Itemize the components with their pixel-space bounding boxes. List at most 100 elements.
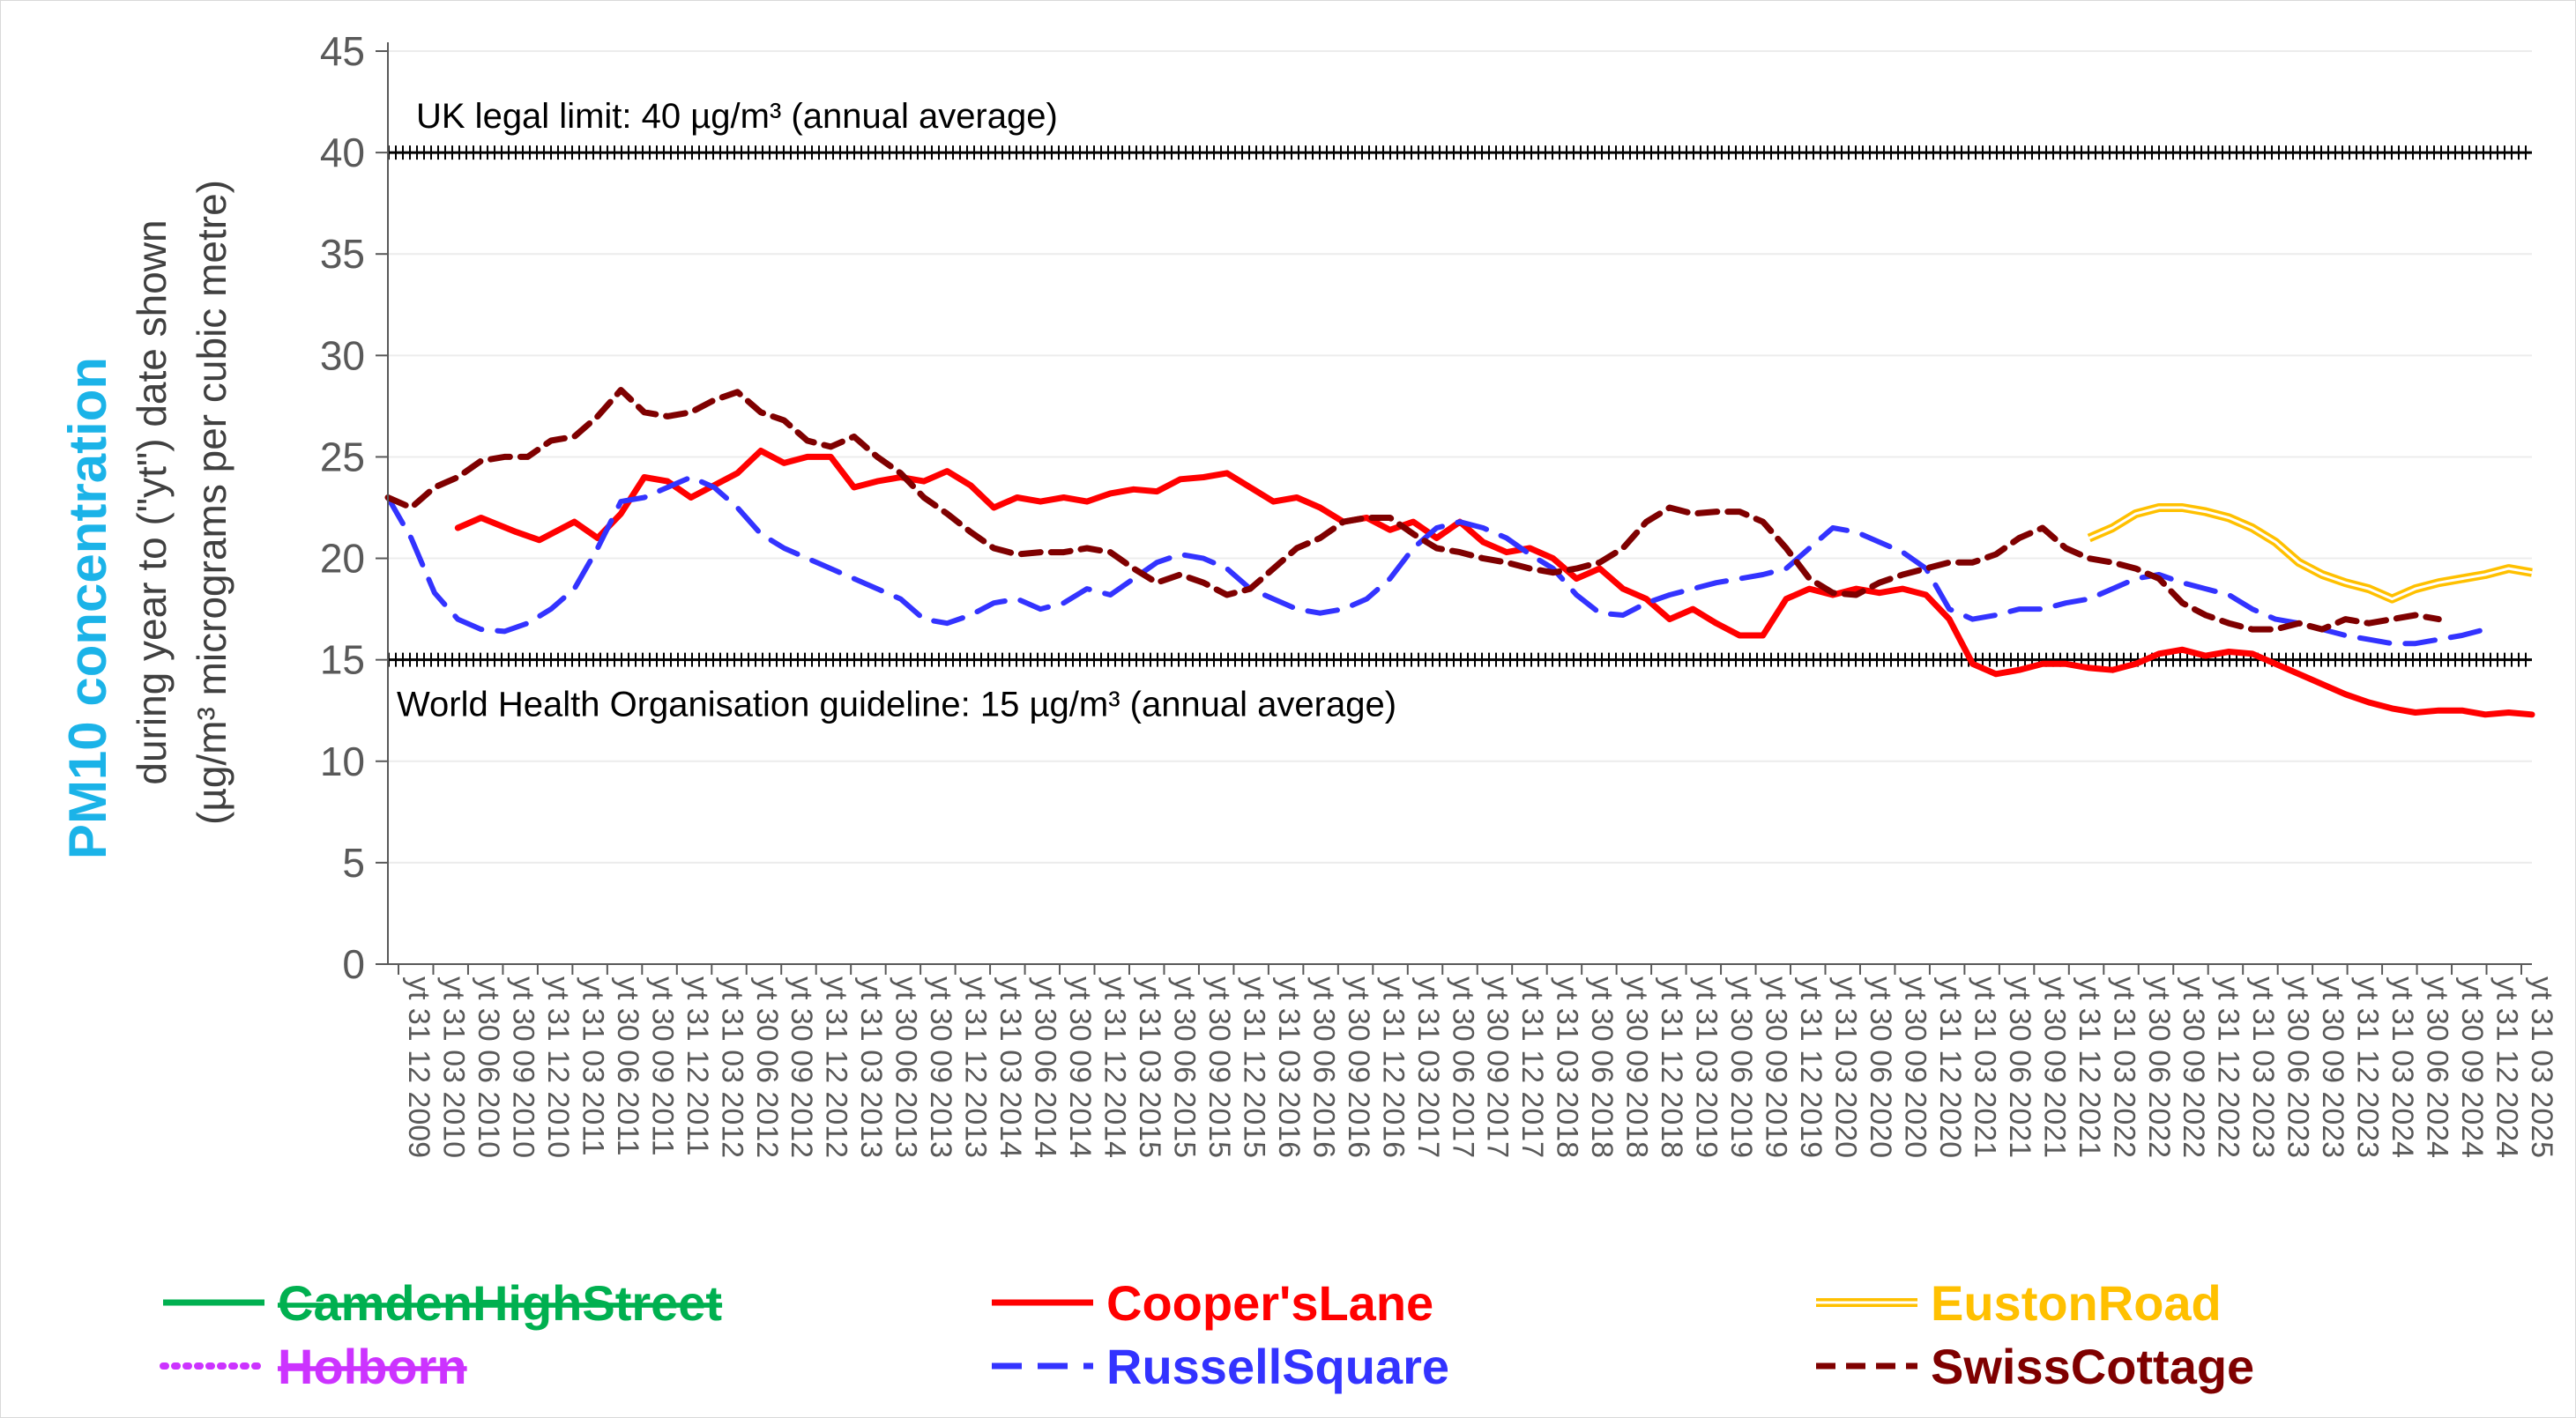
x-tick-label: yt 30 06 2020 bbox=[1864, 976, 1897, 1158]
y-tick-label: 10 bbox=[320, 739, 365, 784]
legend-item-camdenhighstreet[interactable]: CamdenHighStreet bbox=[163, 1275, 722, 1331]
y-tick-label: 30 bbox=[320, 332, 365, 378]
y-tick-label: 0 bbox=[342, 941, 365, 987]
gridlines bbox=[388, 50, 2532, 965]
x-tick-label: yt 31 03 2012 bbox=[715, 976, 748, 1158]
axes bbox=[387, 42, 2532, 965]
x-tick-label: yt 30 06 2015 bbox=[1167, 976, 1201, 1158]
x-tick-label: yt 31 03 2011 bbox=[576, 976, 609, 1156]
y-tick-label: 15 bbox=[320, 637, 365, 683]
x-tick-label: yt 30 06 2016 bbox=[1307, 976, 1340, 1158]
x-tick-label: yt 31 12 2017 bbox=[1515, 976, 1549, 1158]
reference-lines: UK legal limit: 40 µg/m³ (annual average… bbox=[388, 97, 2532, 724]
x-tick-label: yt 31 12 2010 bbox=[541, 976, 575, 1158]
x-tick-label: yt 31 03 2010 bbox=[436, 976, 470, 1158]
x-tick-label: yt 30 09 2024 bbox=[2455, 976, 2489, 1158]
legend-item-swisscottage[interactable]: SwissCottage bbox=[1816, 1339, 2254, 1394]
x-tick-labels: yt 31 12 2009 yt 31 03 2010 yt 30 06 2010 y… bbox=[398, 964, 2558, 1158]
x-tick-label: yt 31 12 2021 bbox=[2073, 976, 2106, 1158]
x-tick-label: yt 31 12 2019 bbox=[1794, 976, 1828, 1158]
series-line-cooperslane bbox=[454, 448, 2535, 718]
legend-item-russellsquare[interactable]: RussellSquare bbox=[992, 1339, 1449, 1394]
x-tick-label: yt 31 12 2023 bbox=[2351, 976, 2385, 1158]
x-tick-label: yt 30 09 2018 bbox=[1620, 976, 1654, 1158]
x-tick-label: yt 30 09 2013 bbox=[924, 976, 957, 1158]
x-tick-label: yt 30 06 2014 bbox=[1029, 976, 1062, 1158]
x-tick-label: yt 30 06 2010 bbox=[472, 976, 505, 1158]
x-tick-label: yt 30 06 2022 bbox=[2142, 976, 2176, 1158]
x-tick-label: yt 31 03 2015 bbox=[1133, 976, 1166, 1158]
x-tick-label: yt 30 09 2014 bbox=[1063, 976, 1097, 1158]
x-tick-label: yt 31 03 2023 bbox=[2246, 976, 2280, 1158]
x-tick-label: yt 31 03 2020 bbox=[1828, 976, 1862, 1158]
x-tick-label: yt 30 09 2011 bbox=[645, 976, 679, 1156]
x-tick-label: yt 31 03 2025 bbox=[2525, 976, 2558, 1158]
x-tick-label: yt 30 06 2018 bbox=[1585, 976, 1619, 1158]
x-tick-label: yt 30 06 2017 bbox=[1446, 976, 1479, 1158]
legend-label: Holborn bbox=[278, 1339, 467, 1394]
x-tick-label: yt 31 12 2009 bbox=[402, 976, 436, 1158]
legend-label: Cooper'sLane bbox=[1106, 1275, 1433, 1331]
legend-item-holborn[interactable]: Holborn bbox=[160, 1339, 467, 1394]
y-tick-labels: 0 5 10 15 20 25 30 35 40 45 bbox=[320, 28, 388, 987]
x-tick-label: yt 31 12 2022 bbox=[2212, 976, 2245, 1158]
x-tick-label: yt 30 09 2010 bbox=[506, 976, 540, 1158]
x-tick-label: yt 30 06 2011 bbox=[611, 976, 644, 1156]
y-tick-label: 20 bbox=[320, 536, 365, 582]
x-tick-label: yt 31 03 2022 bbox=[2107, 976, 2140, 1158]
reference-line-label: UK legal limit: 40 µg/m³ (annual average… bbox=[416, 97, 1058, 136]
x-tick-label: yt 31 03 2014 bbox=[994, 976, 1027, 1158]
x-tick-label: yt 31 03 2024 bbox=[2386, 976, 2419, 1158]
x-tick-label: yt 31 03 2019 bbox=[1690, 976, 1724, 1158]
legend-item-cooperslane[interactable]: Cooper'sLane bbox=[992, 1275, 1433, 1331]
series-layer bbox=[384, 387, 2535, 718]
y-axis-label: PM10 concentration during year to ("yt")… bbox=[58, 180, 235, 859]
series-line-swisscottage bbox=[384, 387, 2442, 633]
x-tick-label: yt 31 03 2021 bbox=[1968, 976, 2001, 1158]
x-tick-label: yt 30 06 2021 bbox=[2003, 976, 2036, 1158]
x-tick-label: yt 31 12 2015 bbox=[1237, 976, 1270, 1158]
x-tick-label: yt 31 12 2013 bbox=[959, 976, 993, 1158]
x-tick-label: yt 30 09 2015 bbox=[1202, 976, 1236, 1158]
x-tick-label: yt 31 12 2014 bbox=[1098, 976, 1132, 1158]
x-tick-label: yt 30 09 2019 bbox=[1760, 976, 1793, 1158]
x-tick-label: yt 31 12 2016 bbox=[1376, 976, 1410, 1158]
series-line-russellsquare bbox=[385, 474, 2489, 647]
x-tick-label: yt 30 09 2017 bbox=[1481, 976, 1515, 1158]
x-tick-label: yt 31 12 2018 bbox=[1655, 976, 1688, 1158]
x-tick-label: yt 31 12 2011 bbox=[681, 976, 714, 1156]
series-line-euston-road-inner bbox=[2088, 506, 2533, 601]
x-tick-label: yt 31 12 2024 bbox=[2490, 976, 2524, 1158]
x-tick-label: yt 31 03 2017 bbox=[1411, 976, 1445, 1158]
x-tick-label: yt 30 09 2023 bbox=[2316, 976, 2349, 1158]
x-tick-label: yt 31 12 2020 bbox=[1933, 976, 1967, 1158]
y-tick-label: 40 bbox=[320, 130, 365, 175]
y-axis-title: PM10 concentration bbox=[58, 357, 117, 859]
x-tick-label: yt 30 09 2012 bbox=[785, 976, 818, 1158]
x-tick-label: yt 31 03 2016 bbox=[1272, 976, 1306, 1158]
y-axis-subtitle-1: during year to ("yt") date shown bbox=[129, 219, 175, 784]
x-tick-label: yt 30 09 2020 bbox=[1898, 976, 1932, 1158]
legend-item-eustonroad[interactable]: EustonRoad bbox=[1816, 1275, 2222, 1331]
y-tick-label: 35 bbox=[320, 231, 365, 277]
x-tick-label: yt 30 06 2019 bbox=[1724, 976, 1758, 1158]
y-axis-subtitle-2: (µg/m³ micrograms per cubic metre) bbox=[189, 180, 235, 825]
x-tick-label: yt 30 06 2012 bbox=[750, 976, 784, 1158]
legend-label: CamdenHighStreet bbox=[278, 1275, 722, 1331]
x-tick-label: yt 30 06 2024 bbox=[2421, 976, 2454, 1158]
x-tick-label: yt 30 06 2023 bbox=[2282, 976, 2315, 1158]
legend-label: SwissCottage bbox=[1931, 1339, 2254, 1394]
x-tick-label: yt 30 09 2016 bbox=[1342, 976, 1375, 1158]
x-tick-label: yt 31 03 2018 bbox=[1551, 976, 1584, 1158]
y-tick-label: 45 bbox=[320, 28, 365, 74]
reference-line-label: World Health Organisation guideline: 15 … bbox=[397, 686, 1396, 724]
legend-label: EustonRoad bbox=[1931, 1275, 2222, 1331]
x-tick-label: yt 30 09 2021 bbox=[2037, 976, 2071, 1158]
y-tick-label: 5 bbox=[342, 840, 365, 886]
legend: CamdenHighStreet Cooper'sLane EustonRoad Ho… bbox=[160, 1275, 2254, 1394]
series-line-euston-road bbox=[2087, 503, 2533, 604]
legend-label: RussellSquare bbox=[1106, 1339, 1449, 1394]
y-tick-label: 25 bbox=[320, 434, 365, 479]
